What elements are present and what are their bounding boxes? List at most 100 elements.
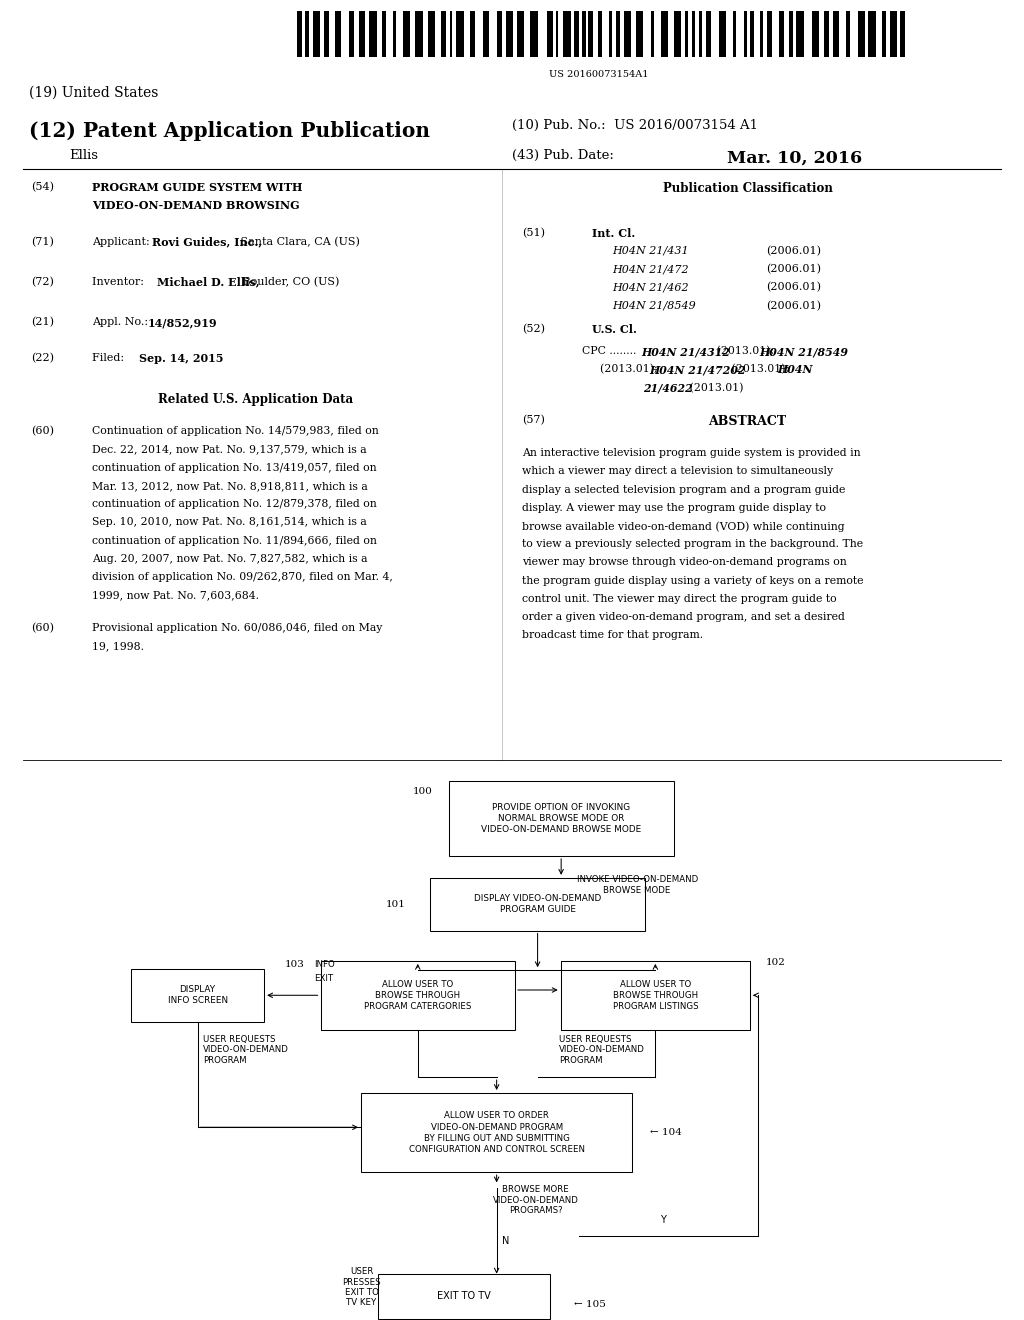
Text: Michael D. Ellis,: Michael D. Ellis, — [157, 277, 259, 288]
Bar — [321, 961, 515, 1030]
Bar — [393, 11, 396, 57]
Text: Publication Classification: Publication Classification — [663, 182, 833, 195]
Bar — [470, 11, 475, 57]
Bar — [598, 11, 602, 57]
Text: H04N 21/47202: H04N 21/47202 — [649, 364, 745, 375]
Text: U.S. Cl.: U.S. Cl. — [592, 325, 637, 335]
Text: (57): (57) — [522, 416, 545, 425]
Text: ← 104: ← 104 — [650, 1129, 682, 1137]
Bar — [882, 11, 886, 57]
Text: ALLOW USER TO
BROWSE THROUGH
PROGRAM CATERGORIES: ALLOW USER TO BROWSE THROUGH PROGRAM CAT… — [365, 979, 471, 1011]
Text: (19) United States: (19) United States — [29, 86, 158, 100]
Bar — [498, 11, 502, 57]
Bar — [573, 11, 579, 57]
Text: 103: 103 — [285, 960, 304, 969]
Bar — [556, 11, 558, 57]
Text: to view a previously selected program in the background. The: to view a previously selected program in… — [522, 539, 863, 549]
Text: EXIT TO TV: EXIT TO TV — [437, 1291, 490, 1302]
Text: Provisional application No. 60/086,046, filed on May: Provisional application No. 60/086,046, … — [92, 623, 383, 634]
Text: US 20160073154A1: US 20160073154A1 — [549, 70, 649, 79]
Text: order a given video-on-demand program, and set a desired: order a given video-on-demand program, a… — [522, 612, 845, 622]
Text: (71): (71) — [31, 236, 53, 247]
Bar — [767, 11, 771, 57]
Text: Sep. 10, 2010, now Pat. No. 8,161,514, which is a: Sep. 10, 2010, now Pat. No. 8,161,514, w… — [92, 517, 367, 527]
Bar — [335, 11, 341, 57]
Text: H04N 21/431: H04N 21/431 — [612, 246, 689, 256]
Text: (2013.01);: (2013.01); — [600, 364, 662, 375]
Text: (43) Pub. Date:: (43) Pub. Date: — [512, 149, 613, 162]
Bar — [359, 11, 366, 57]
Text: CPC ........: CPC ........ — [582, 346, 640, 356]
Bar — [313, 11, 319, 57]
Text: Int. Cl.: Int. Cl. — [592, 227, 635, 239]
Text: N: N — [502, 1236, 509, 1246]
Text: Dec. 22, 2014, now Pat. No. 9,137,579, which is a: Dec. 22, 2014, now Pat. No. 9,137,579, w… — [92, 445, 367, 454]
Bar — [779, 11, 783, 57]
Bar — [428, 11, 435, 57]
Bar — [698, 11, 702, 57]
Text: An interactive television program guide system is provided in: An interactive television program guide … — [522, 447, 861, 458]
Bar — [751, 11, 755, 57]
Text: H04N 21/8549: H04N 21/8549 — [612, 301, 696, 310]
Text: Related U.S. Application Data: Related U.S. Application Data — [159, 393, 353, 407]
Text: H04N 21/462: H04N 21/462 — [612, 282, 689, 292]
Text: Sep. 14, 2015: Sep. 14, 2015 — [139, 354, 224, 364]
Text: (10) Pub. No.:  US 2016/0073154 A1: (10) Pub. No.: US 2016/0073154 A1 — [512, 119, 758, 132]
Bar — [415, 11, 423, 57]
Text: PROGRAM GUIDE SYSTEM WITH: PROGRAM GUIDE SYSTEM WITH — [92, 182, 302, 193]
Text: which a viewer may direct a television to simultaneously: which a viewer may direct a television t… — [522, 466, 834, 477]
Bar — [449, 780, 674, 855]
Bar — [823, 11, 828, 57]
Bar — [547, 11, 553, 57]
Bar — [430, 878, 645, 931]
Bar — [517, 11, 524, 57]
Text: VIDEO-ON-DEMAND BROWSING: VIDEO-ON-DEMAND BROWSING — [92, 201, 300, 211]
Text: viewer may browse through video-on-demand programs on: viewer may browse through video-on-deman… — [522, 557, 847, 568]
Bar — [561, 961, 750, 1030]
Text: Santa Clara, CA (US): Santa Clara, CA (US) — [237, 236, 359, 247]
Text: Y: Y — [660, 1214, 667, 1225]
Bar — [846, 11, 850, 57]
Text: ← 105: ← 105 — [574, 1300, 606, 1308]
Bar — [305, 11, 309, 57]
Text: BROWSE MORE
VIDEO-ON-DEMAND
PROGRAMS?: BROWSE MORE VIDEO-ON-DEMAND PROGRAMS? — [493, 1185, 579, 1216]
Text: ALLOW USER TO ORDER
VIDEO-ON-DEMAND PROGRAM
BY FILLING OUT AND SUBMITTING
CONFIG: ALLOW USER TO ORDER VIDEO-ON-DEMAND PROG… — [409, 1111, 585, 1154]
Text: the program guide display using a variety of keys on a remote: the program guide display using a variet… — [522, 576, 863, 586]
Bar — [890, 11, 897, 57]
Text: DISPLAY VIDEO-ON-DEMAND
PROGRAM GUIDE: DISPLAY VIDEO-ON-DEMAND PROGRAM GUIDE — [474, 894, 601, 915]
Bar — [858, 11, 864, 57]
Text: Continuation of application No. 14/579,983, filed on: Continuation of application No. 14/579,9… — [92, 426, 379, 436]
Text: 14/852,919: 14/852,919 — [147, 317, 217, 327]
Text: continuation of application No. 11/894,666, filed on: continuation of application No. 11/894,6… — [92, 536, 377, 545]
Text: EXIT: EXIT — [314, 974, 334, 983]
Text: ABSTRACT: ABSTRACT — [709, 416, 786, 428]
Text: browse available video-on-demand (VOD) while continuing: browse available video-on-demand (VOD) w… — [522, 521, 845, 532]
Bar — [662, 11, 668, 57]
Text: Boulder, CO (US): Boulder, CO (US) — [239, 277, 339, 288]
Text: H04N 21/472: H04N 21/472 — [612, 264, 689, 275]
Bar — [760, 11, 763, 57]
Text: display. A viewer may use the program guide display to: display. A viewer may use the program gu… — [522, 503, 826, 512]
Text: (2013.01): (2013.01) — [686, 383, 743, 393]
Bar — [685, 11, 688, 57]
Text: (12) Patent Application Publication: (12) Patent Application Publication — [29, 121, 430, 141]
Bar — [706, 11, 712, 57]
Text: H04N: H04N — [777, 364, 813, 375]
Bar — [324, 11, 329, 57]
Bar — [506, 11, 513, 57]
Text: (2006.01): (2006.01) — [766, 246, 821, 256]
Text: Inventor:: Inventor: — [92, 277, 155, 286]
Text: division of application No. 09/262,870, filed on Mar. 4,: division of application No. 09/262,870, … — [92, 572, 393, 582]
Bar — [440, 11, 445, 57]
Bar — [369, 11, 377, 57]
Text: (60): (60) — [31, 623, 53, 634]
Text: 101: 101 — [386, 900, 406, 908]
Text: H04N 21/4312: H04N 21/4312 — [641, 346, 730, 358]
Bar — [900, 11, 905, 57]
Text: USER
PRESSES
EXIT TO
TV KEY: USER PRESSES EXIT TO TV KEY — [342, 1267, 381, 1307]
Bar — [131, 969, 264, 1022]
Text: INFO: INFO — [314, 960, 335, 969]
Text: 19, 1998.: 19, 1998. — [92, 642, 144, 651]
Text: Ellis: Ellis — [70, 149, 98, 162]
Bar — [456, 11, 464, 57]
